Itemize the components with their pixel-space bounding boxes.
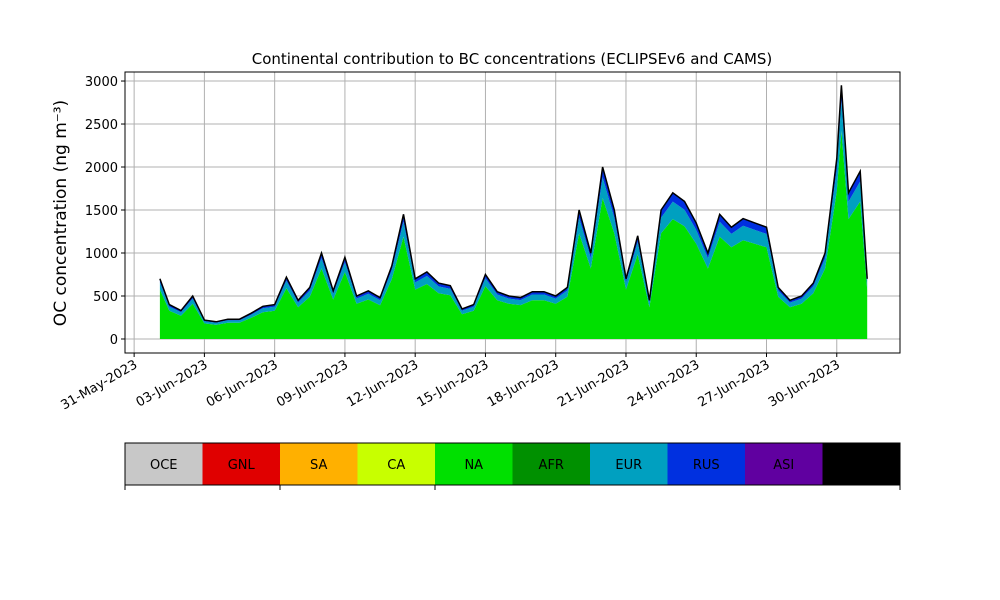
legend-label: GNL (228, 458, 256, 473)
chart-title: Continental contribution to BC concentra… (252, 50, 773, 68)
legend-swatch (202, 443, 280, 485)
legend-label: EUR (615, 458, 642, 473)
legend-label: RUS (693, 458, 720, 473)
x-tick-label: 09-Jun-2023 (274, 357, 351, 410)
legend-label: CA (387, 458, 405, 473)
x-tick-label: 18-Jun-2023 (485, 357, 562, 410)
y-tick-label: 500 (93, 290, 118, 305)
x-tick-label: 21-Jun-2023 (555, 357, 632, 410)
total-outline (159, 85, 868, 323)
x-tick-label: 31-May-2023 (58, 357, 140, 413)
x-tick-label: 30-Jun-2023 (766, 357, 843, 410)
legend-label: AUS (848, 458, 875, 473)
y-tick-label: 2000 (85, 161, 118, 176)
y-tick-label: 3000 (85, 75, 118, 90)
y-tick-label: 1500 (85, 204, 118, 219)
y-tick-label: 0 (110, 333, 118, 348)
y-axis-label: OC concentration (ng m⁻³) (51, 100, 71, 326)
legend-swatch (357, 443, 435, 485)
y-tick-label: 1000 (85, 247, 118, 262)
legend-label: NA (464, 458, 483, 473)
legend-frame (124, 442, 901, 486)
legend-label: AFR (539, 458, 564, 473)
legend-label: SA (310, 458, 327, 473)
x-tick-label: 06-Jun-2023 (204, 357, 281, 410)
legend-label: OCE (150, 458, 178, 473)
legend-swatch (280, 443, 358, 485)
legend-swatch (667, 443, 745, 485)
legend-swatch (512, 443, 590, 485)
legend-swatch (435, 443, 513, 485)
y-tick-label: 2500 (85, 118, 118, 133)
legend-swatch (125, 443, 203, 485)
plot-frame (124, 71, 901, 354)
x-tick-label: 15-Jun-2023 (415, 357, 492, 410)
legend-swatch (590, 443, 668, 485)
x-tick-label: 03-Jun-2023 (134, 357, 211, 410)
x-tick-label: 27-Jun-2023 (696, 357, 773, 410)
legend-label: ASI (773, 458, 794, 473)
legend-swatch (822, 443, 900, 485)
legend-swatch (745, 443, 823, 485)
area (159, 100, 868, 325)
area (159, 131, 868, 339)
area (159, 85, 868, 323)
x-tick-label: 12-Jun-2023 (344, 357, 421, 410)
x-tick-label: 24-Jun-2023 (625, 357, 702, 410)
